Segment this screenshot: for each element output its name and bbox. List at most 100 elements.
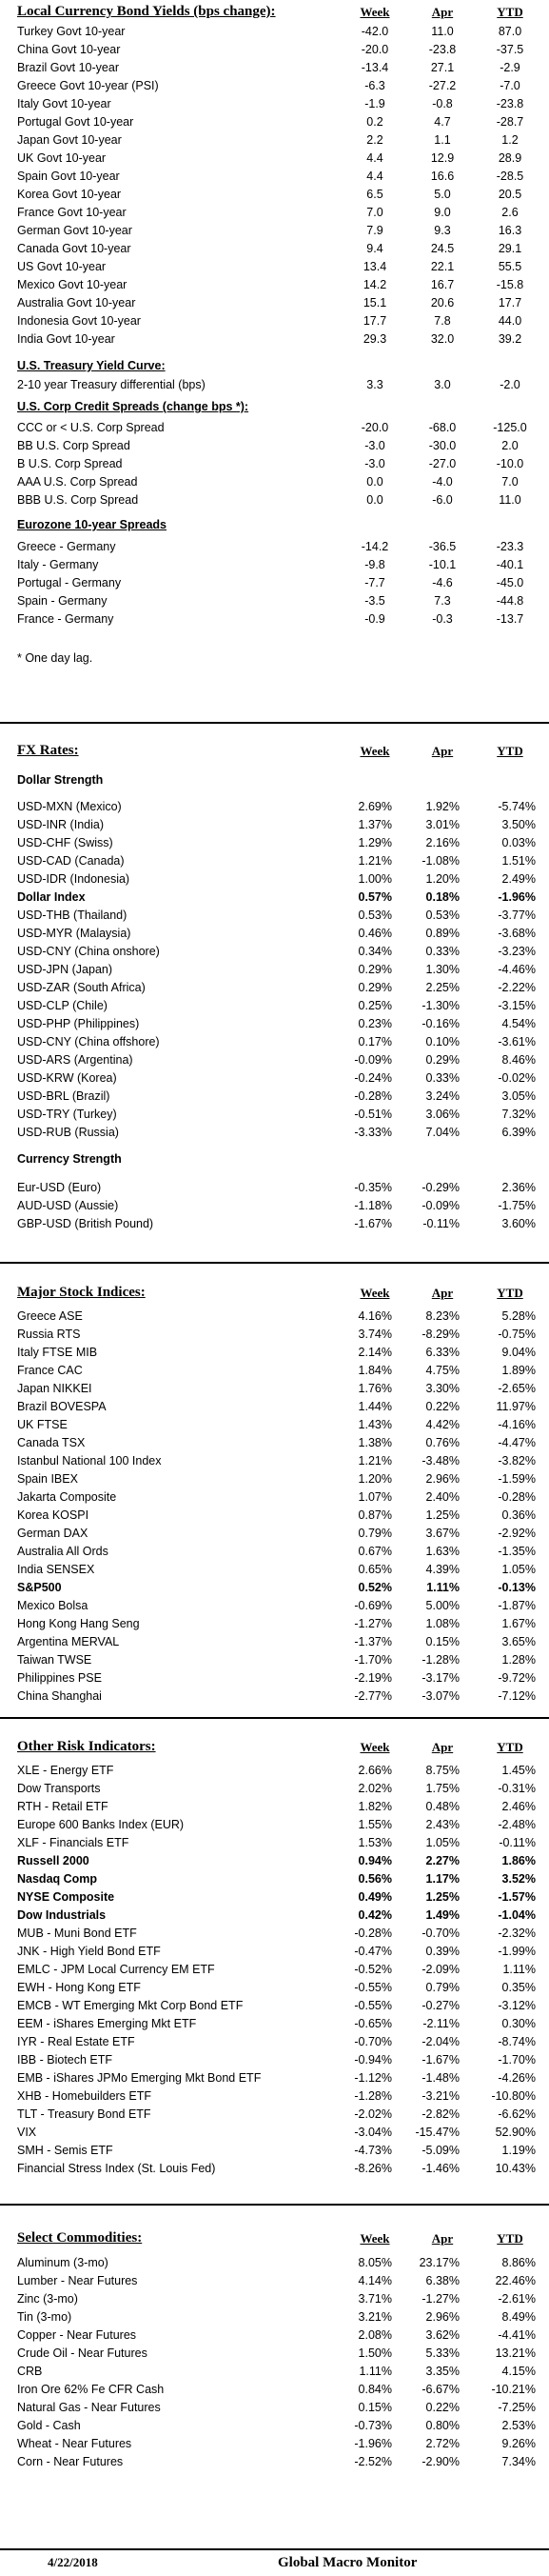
row-label: Crude Oil - Near Futures — [17, 2346, 147, 2360]
table-row: Japan Govt 10-year 2.2 1.1 1.2 — [17, 131, 536, 150]
section-divider — [0, 1717, 549, 1719]
week-value: -0.24% — [354, 1071, 392, 1085]
apr-value: 1.25% — [425, 1890, 460, 1904]
section-divider — [0, 1262, 549, 1264]
row-label: Aluminum (3-mo) — [17, 2256, 108, 2269]
row-label: India Govt 10-year — [17, 332, 115, 346]
table-row: USD-ARS (Argentina) -0.09% 0.29% 8.46% — [17, 1051, 536, 1069]
week-value: -3.33% — [354, 1126, 392, 1139]
row-label: USD-ZAR (South Africa) — [17, 981, 146, 994]
week-value: -0.9 — [364, 612, 385, 626]
table-row: USD-CLP (Chile) 0.25% -1.30% -3.15% — [17, 997, 536, 1015]
ytd-value: 0.03% — [501, 836, 536, 849]
row-label: Italy FTSE MIB — [17, 1346, 98, 1359]
row-label: Mexico Bolsa — [17, 1599, 88, 1612]
table-row: Brazil BOVESPA 1.44% 0.22% 11.97% — [17, 1398, 536, 1416]
apr-value: -0.27% — [422, 1999, 460, 2012]
week-value: -0.51% — [354, 1108, 392, 1121]
table-row: Portugal Govt 10-year 0.2 4.7 -28.7 — [17, 113, 536, 131]
row-label: IYR - Real Estate ETF — [17, 2035, 135, 2048]
apr-value: -2.90% — [422, 2455, 460, 2468]
apr-value: -1.27% — [422, 2292, 460, 2306]
week-value: 0.29% — [358, 963, 392, 976]
row-label: RTH - Retail ETF — [17, 1800, 108, 1813]
apr-value: 1.49% — [425, 1908, 460, 1922]
ytd-value: -2.48% — [498, 1818, 536, 1831]
row-label: USD-BRL (Brazil) — [17, 1089, 110, 1103]
row-label: Spain IBEX — [17, 1472, 78, 1486]
table-row: USD-ZAR (South Africa) 0.29% 2.25% -2.22% — [17, 979, 536, 997]
row-label: Tin (3-mo) — [17, 2310, 72, 2324]
week-value: 0.53% — [358, 909, 392, 922]
row-label: Dow Transports — [17, 1782, 101, 1795]
ytd-value: -1.99% — [498, 1945, 536, 1958]
week-value: -3.04% — [354, 2126, 392, 2139]
row-label: USD-RUB (Russia) — [17, 1126, 119, 1139]
row-label: Greece - Germany — [17, 540, 116, 553]
week-value: 0.79% — [358, 1527, 392, 1540]
ytd-value: -0.11% — [499, 1836, 536, 1849]
apr-value: 5.0 — [434, 188, 451, 201]
ytd-value: -4.41% — [498, 2328, 536, 2342]
ytd-value: 17.7 — [498, 296, 522, 310]
one-day-lag-note: * One day lag. — [17, 651, 93, 665]
apr-value: 2.72% — [425, 2437, 460, 2450]
row-label: USD-THB (Thailand) — [17, 909, 127, 922]
row-label: SMH - Semis ETF — [17, 2144, 113, 2157]
apr-value: 32.0 — [430, 332, 455, 346]
table-row: AUD-USD (Aussie) -1.18% -0.09% -1.75% — [17, 1197, 536, 1215]
table-row: Canada Govt 10-year 9.4 24.5 29.1 — [17, 240, 536, 258]
ytd-value: 7.34% — [501, 2455, 536, 2468]
apr-value: 1.11% — [426, 1581, 460, 1594]
table-row: Italy Govt 10-year -1.9 -0.8 -23.8 — [17, 95, 536, 113]
week-value: 0.17% — [358, 1035, 392, 1048]
risk-indicators-header: Other Risk Indicators: Week Apr YTD — [17, 1739, 536, 1758]
apr-value: -8.29% — [422, 1328, 460, 1341]
ytd-value: 29.1 — [498, 242, 522, 255]
apr-value: -0.29% — [422, 1181, 460, 1194]
table-row: Istanbul National 100 Index 1.21% -3.48% -3… — [17, 1452, 536, 1470]
row-label: Spain Govt 10-year — [17, 170, 120, 183]
ytd-value: -6.62% — [498, 2107, 536, 2121]
week-value: -1.67% — [354, 1217, 392, 1230]
week-value: -0.69% — [354, 1599, 392, 1612]
row-label: XLE - Energy ETF — [17, 1764, 114, 1777]
row-label: Japan Govt 10-year — [17, 133, 122, 147]
ytd-value: -0.13% — [498, 1581, 536, 1594]
week-value: 1.11% — [359, 2365, 392, 2378]
table-row: USD-BRL (Brazil) -0.28% 3.24% 3.05% — [17, 1088, 536, 1106]
ytd-value: -23.3 — [496, 540, 524, 553]
week-value: -3.5 — [364, 594, 385, 608]
ytd-value: 3.65% — [501, 1635, 536, 1648]
apr-value: 2.43% — [425, 1818, 460, 1831]
ytd-value: -40.1 — [496, 558, 524, 571]
ytd-value: -45.0 — [496, 576, 524, 589]
apr-value: 2.27% — [425, 1854, 460, 1867]
week-value: 1.50% — [358, 2346, 392, 2360]
row-label: XLF - Financials ETF — [17, 1836, 129, 1849]
week-value: -0.28% — [354, 1089, 392, 1103]
row-label: USD-MXN (Mexico) — [17, 800, 122, 813]
apr-value: -27.0 — [428, 457, 457, 470]
table-row: USD-CNY (China offshore) 0.17% 0.10% -3.61% — [17, 1033, 536, 1051]
ytd-value: 0.30% — [501, 2017, 536, 2030]
table-row: AAA U.S. Corp Spread 0.0 -4.0 7.0 — [17, 473, 536, 491]
ytd-value: 1.28% — [501, 1653, 536, 1667]
week-value: 4.4 — [366, 170, 383, 183]
apr-value: 1.63% — [425, 1545, 460, 1558]
apr-value: -10.1 — [428, 558, 457, 571]
apr-value: 1.17% — [425, 1872, 460, 1886]
apr-value: 8.75% — [425, 1764, 460, 1777]
fx-rates-title: FX Rates: — [17, 743, 79, 758]
table-row: Turkey Govt 10-year -42.0 11.0 87.0 — [17, 23, 536, 41]
row-label: Korea Govt 10-year — [17, 188, 122, 201]
week-value: 2.08% — [358, 2328, 392, 2342]
apr-value: 2.96% — [425, 2310, 460, 2324]
row-label: Indonesia Govt 10-year — [17, 314, 141, 328]
apr-value: -4.0 — [432, 475, 453, 489]
table-row: XHB - Homebuilders ETF -1.28% -3.21% -10.80… — [17, 2087, 536, 2106]
ytd-value: 1.67% — [501, 1617, 536, 1630]
apr-value: 1.75% — [425, 1782, 460, 1795]
week-value: -6.3 — [364, 79, 385, 92]
